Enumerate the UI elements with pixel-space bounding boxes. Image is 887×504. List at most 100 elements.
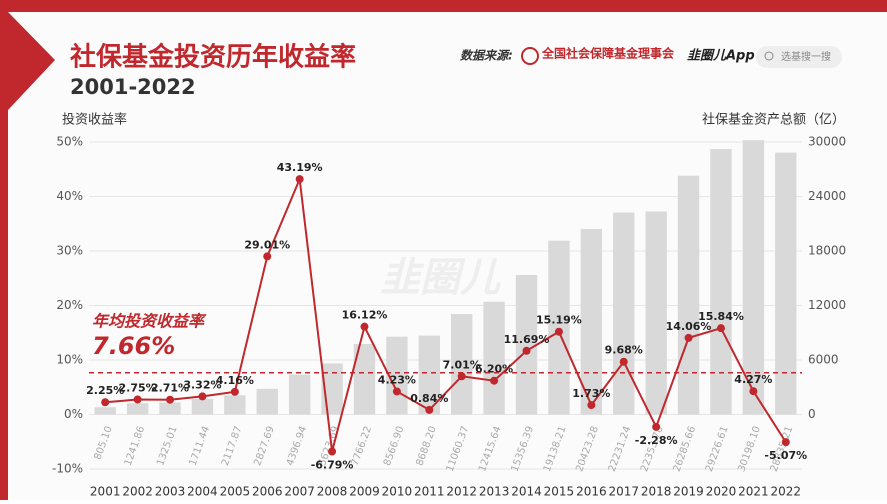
line-value-label: 2.25% [86,384,124,397]
bar [613,212,635,415]
line-point [619,357,628,366]
y-tick-label: 20% [56,298,83,312]
line-point [392,387,401,396]
x-tick-label: 2022 [771,485,802,499]
y-tick-label: 40% [56,189,83,203]
line-point [295,175,304,184]
search-icon [764,51,774,61]
bar [451,314,473,415]
x-tick-label: 2007 [284,485,315,499]
line [105,175,787,452]
x-tick-label: 2003 [155,485,186,499]
y-tick-label: 50% [56,135,83,149]
line-point [230,387,239,396]
y2-axis-title: 社保基金资产总额（亿） [702,112,845,128]
bar [126,403,149,415]
y2-tick-label: 6000 [808,353,839,367]
line-point [133,395,142,404]
y-tick-label: 0% [64,407,83,421]
source-logo [521,47,539,65]
bar [159,402,181,415]
line-value-label: 4.16% [216,374,254,387]
line-point [652,422,661,431]
x-tick-label: 2005 [220,485,251,499]
top-border [0,0,887,12]
y-tick-label: 10% [56,353,83,367]
bar [775,152,797,415]
line-value-label: 11.69% [504,333,550,346]
bar [515,275,538,415]
x-tick-label: 2009 [349,485,380,499]
bar [288,374,311,415]
line-point [101,398,110,407]
bar [94,407,116,415]
line-value-label: 4.27% [734,373,772,386]
line-point [684,333,693,342]
average-value: 7.66% [92,332,175,360]
bar [710,149,732,415]
y2-tick-label: 12000 [808,298,846,312]
line-value-label: 2.71% [151,382,189,395]
y-axis-title: 投资收益率 [62,112,127,128]
line-value-label: -2.28% [635,434,678,447]
source-label: 数据来源: [460,49,513,63]
bar [742,140,765,415]
y-tick-label: 30% [56,244,83,258]
line-value-label: 7.01% [443,358,481,371]
line-value-label: 4.23% [378,373,416,386]
x-tick-label: 2001 [90,485,121,499]
x-tick-label: 2013 [479,485,510,499]
x-tick-label: 2002 [122,485,153,499]
x-tick-label: 2010 [382,485,413,499]
line-value-label: 43.19% [277,161,323,174]
line-point [749,387,758,396]
x-tick-label: 2006 [252,485,283,499]
y2-tick-label: 30000 [808,135,846,149]
line-value-label: 16.12% [342,309,388,322]
x-tick-label: 2008 [317,485,348,499]
y2-tick-label: 18000 [808,244,846,258]
x-tick-label: 2018 [641,485,672,499]
bar [483,301,505,415]
source: 全国社会保障基金理事会 [541,46,675,61]
line-value-label: -5.07% [764,449,807,462]
line-point [425,405,434,414]
line-value-label: 14.06% [666,320,712,333]
line-value-label: 0.84% [410,392,448,405]
bar [256,388,278,415]
y2-tick-label: 0 [808,407,816,421]
average-title: 年均投资收益率 [92,312,207,331]
bar [677,175,700,415]
x-tick-label: 2020 [706,485,737,499]
title: 社保基金投资历年收益率 [70,42,356,73]
x-tick-label: 2012 [446,485,477,499]
watermark: 韭圈儿 [380,255,502,301]
left-border [0,0,8,500]
x-tick-label: 2015 [544,485,575,499]
line-point [360,322,369,331]
x-tick-label: 2016 [576,485,607,499]
line-value-label: 29.01% [244,238,290,251]
line-point [457,372,466,381]
search-box[interactable] [756,46,842,68]
y2-tick-label: 24000 [808,189,846,203]
line-value-label: 15.84% [698,310,744,323]
bar [224,395,246,415]
bar [548,240,570,415]
line-value-label: 2.75% [119,382,157,395]
bar [418,335,440,415]
line-point [328,447,337,456]
x-tick-label: 2019 [673,485,704,499]
bar [580,228,603,415]
subtitle: 2001-2022 [70,75,196,99]
x-tick-label: 2011 [414,485,445,499]
search-text[interactable]: 选基搜一搜 [781,50,831,63]
line-value-label: -6.79% [311,459,354,472]
line-point [166,395,175,404]
line-point [781,438,790,447]
line-point [587,401,596,410]
line-value-label: 15.19% [536,314,582,327]
y-tick-label: -10% [52,462,83,476]
line-point [716,324,725,333]
